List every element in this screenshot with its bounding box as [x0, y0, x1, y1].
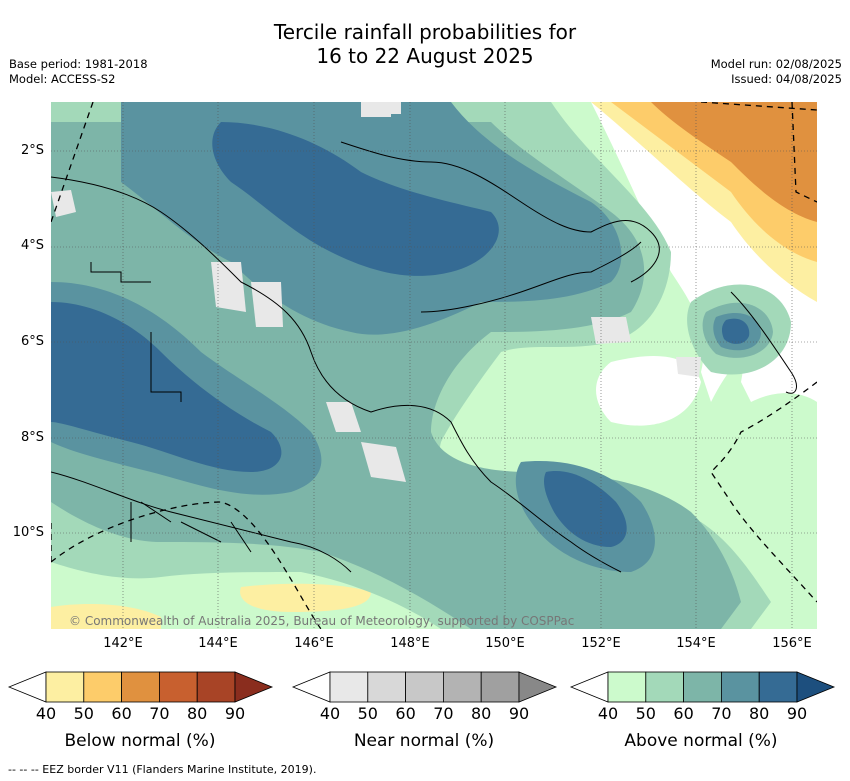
colorbar-tick-label: 70	[149, 704, 170, 723]
no-signal-region	[596, 356, 701, 426]
colorbar-extend-low	[569, 671, 609, 703]
colorbar-tick-label: 60	[111, 704, 132, 723]
colorbar-extend-high	[234, 671, 274, 703]
below-40-region	[240, 583, 371, 612]
near-40-region	[326, 402, 361, 432]
colorbar-tick-label: 50	[357, 704, 378, 723]
near-40-region	[591, 317, 631, 344]
lat-label: 6°S	[20, 334, 44, 349]
lon-label: 152°E	[581, 636, 621, 651]
colorbar-segment	[405, 671, 444, 703]
colorbar-segment	[758, 671, 798, 703]
colorbar-segment	[121, 671, 160, 703]
colorbar-tick-label: 80	[187, 704, 208, 723]
colorbar-segment	[45, 671, 85, 703]
model-text: Model: ACCESS-S2	[9, 72, 116, 86]
colorbar-tick-label: 50	[73, 704, 94, 723]
colorbar-tick-label: 60	[673, 704, 694, 723]
colorbar-tick-label: 40	[35, 704, 57, 723]
graticule	[51, 102, 817, 629]
colorbar-segment	[721, 671, 760, 703]
title-line-1: Tercile rainfall probabilities for	[273, 20, 577, 44]
below-60-region	[651, 102, 817, 222]
map-title: Tercile rainfall probabilities for 16 to…	[0, 20, 850, 68]
colorbar-segment	[645, 671, 684, 703]
colorbar-tick-label: 90	[224, 704, 246, 723]
base-period-text: Base period: 1981-2018	[9, 57, 148, 71]
colorbars	[7, 671, 836, 703]
above-80-region	[212, 122, 499, 276]
above-90-region	[721, 318, 750, 344]
coastlines	[51, 141, 797, 573]
colorbar-extend-high	[796, 671, 836, 703]
colorbar-segment	[607, 671, 647, 703]
colorbar-tick-label: 80	[749, 704, 770, 723]
lat-label: 10°S	[12, 525, 44, 540]
model-run-text: Model run: 02/08/2025	[710, 57, 842, 71]
near-40-region	[381, 102, 401, 114]
colorbar-segment	[367, 671, 406, 703]
near-normal-colorbar	[291, 671, 558, 703]
colorbar-tick-label: 90	[508, 704, 530, 723]
colorbar-segment	[196, 671, 236, 703]
lon-label: 150°E	[485, 636, 525, 651]
colorbar-tick-label: 90	[786, 704, 808, 723]
below-normal-title: Below normal (%)	[64, 731, 216, 751]
near-normal-title: Near normal (%)	[353, 731, 495, 751]
near-40-region	[211, 262, 246, 312]
above-80-region	[51, 302, 282, 472]
lat-label: 2°S	[20, 143, 44, 158]
title-line-2: 16 to 22 August 2025	[316, 44, 534, 68]
near-40-region	[676, 357, 701, 377]
map-canvas	[51, 102, 817, 629]
eez-legend-note: -- -- -- EEZ border V11 (Flanders Marine…	[8, 763, 317, 776]
lon-label: 148°E	[390, 636, 430, 651]
lon-label: 156°E	[772, 636, 812, 651]
colorbar-tick-label: 60	[395, 704, 416, 723]
lon-label: 154°E	[676, 636, 716, 651]
lat-label: 4°S	[20, 238, 44, 253]
lon-label: 146°E	[294, 636, 334, 651]
colorbar-tick-label: 40	[319, 704, 341, 723]
lon-label: 144°E	[198, 636, 238, 651]
colorbar-tick-label: 40	[597, 704, 619, 723]
above-normal-colorbar	[569, 671, 836, 703]
meta-left: Base period: 1981-2018 Model: ACCESS-S2	[9, 57, 148, 87]
colorbar-extend-high	[518, 671, 558, 703]
colorbar-segment	[83, 671, 123, 703]
eez-borders	[51, 102, 817, 629]
colorbar-extend-low	[291, 671, 331, 703]
below-normal-colorbar	[7, 671, 274, 703]
near-40-region	[51, 190, 76, 217]
issued-text: Issued: 04/08/2025	[731, 72, 842, 86]
above-normal-title: Above normal (%)	[624, 731, 778, 751]
colorbar-segment	[158, 671, 198, 703]
lat-label: 8°S	[20, 430, 44, 445]
below-40-region	[51, 604, 161, 629]
colorbar-tick-label: 70	[711, 704, 732, 723]
colorbar-tick-label: 80	[471, 704, 492, 723]
meta-right: Model run: 02/08/2025 Issued: 04/08/2025	[711, 57, 842, 87]
colorbar-tick-label: 70	[433, 704, 454, 723]
colorbar-extend-low	[7, 671, 47, 703]
copyright-text: © Commonwealth of Australia 2025, Bureau…	[69, 614, 575, 628]
colorbar-segment	[683, 671, 722, 703]
colorbar-segment	[480, 671, 520, 703]
above-80-region	[543, 471, 627, 547]
near-40-region	[361, 442, 406, 482]
rainfall-probability-map	[51, 102, 817, 629]
colorbar-segment	[442, 671, 482, 703]
lon-label: 142°E	[103, 636, 143, 651]
colorbar-segment	[329, 671, 369, 703]
near-40-region	[251, 282, 283, 327]
colorbar-tick-label: 50	[635, 704, 656, 723]
